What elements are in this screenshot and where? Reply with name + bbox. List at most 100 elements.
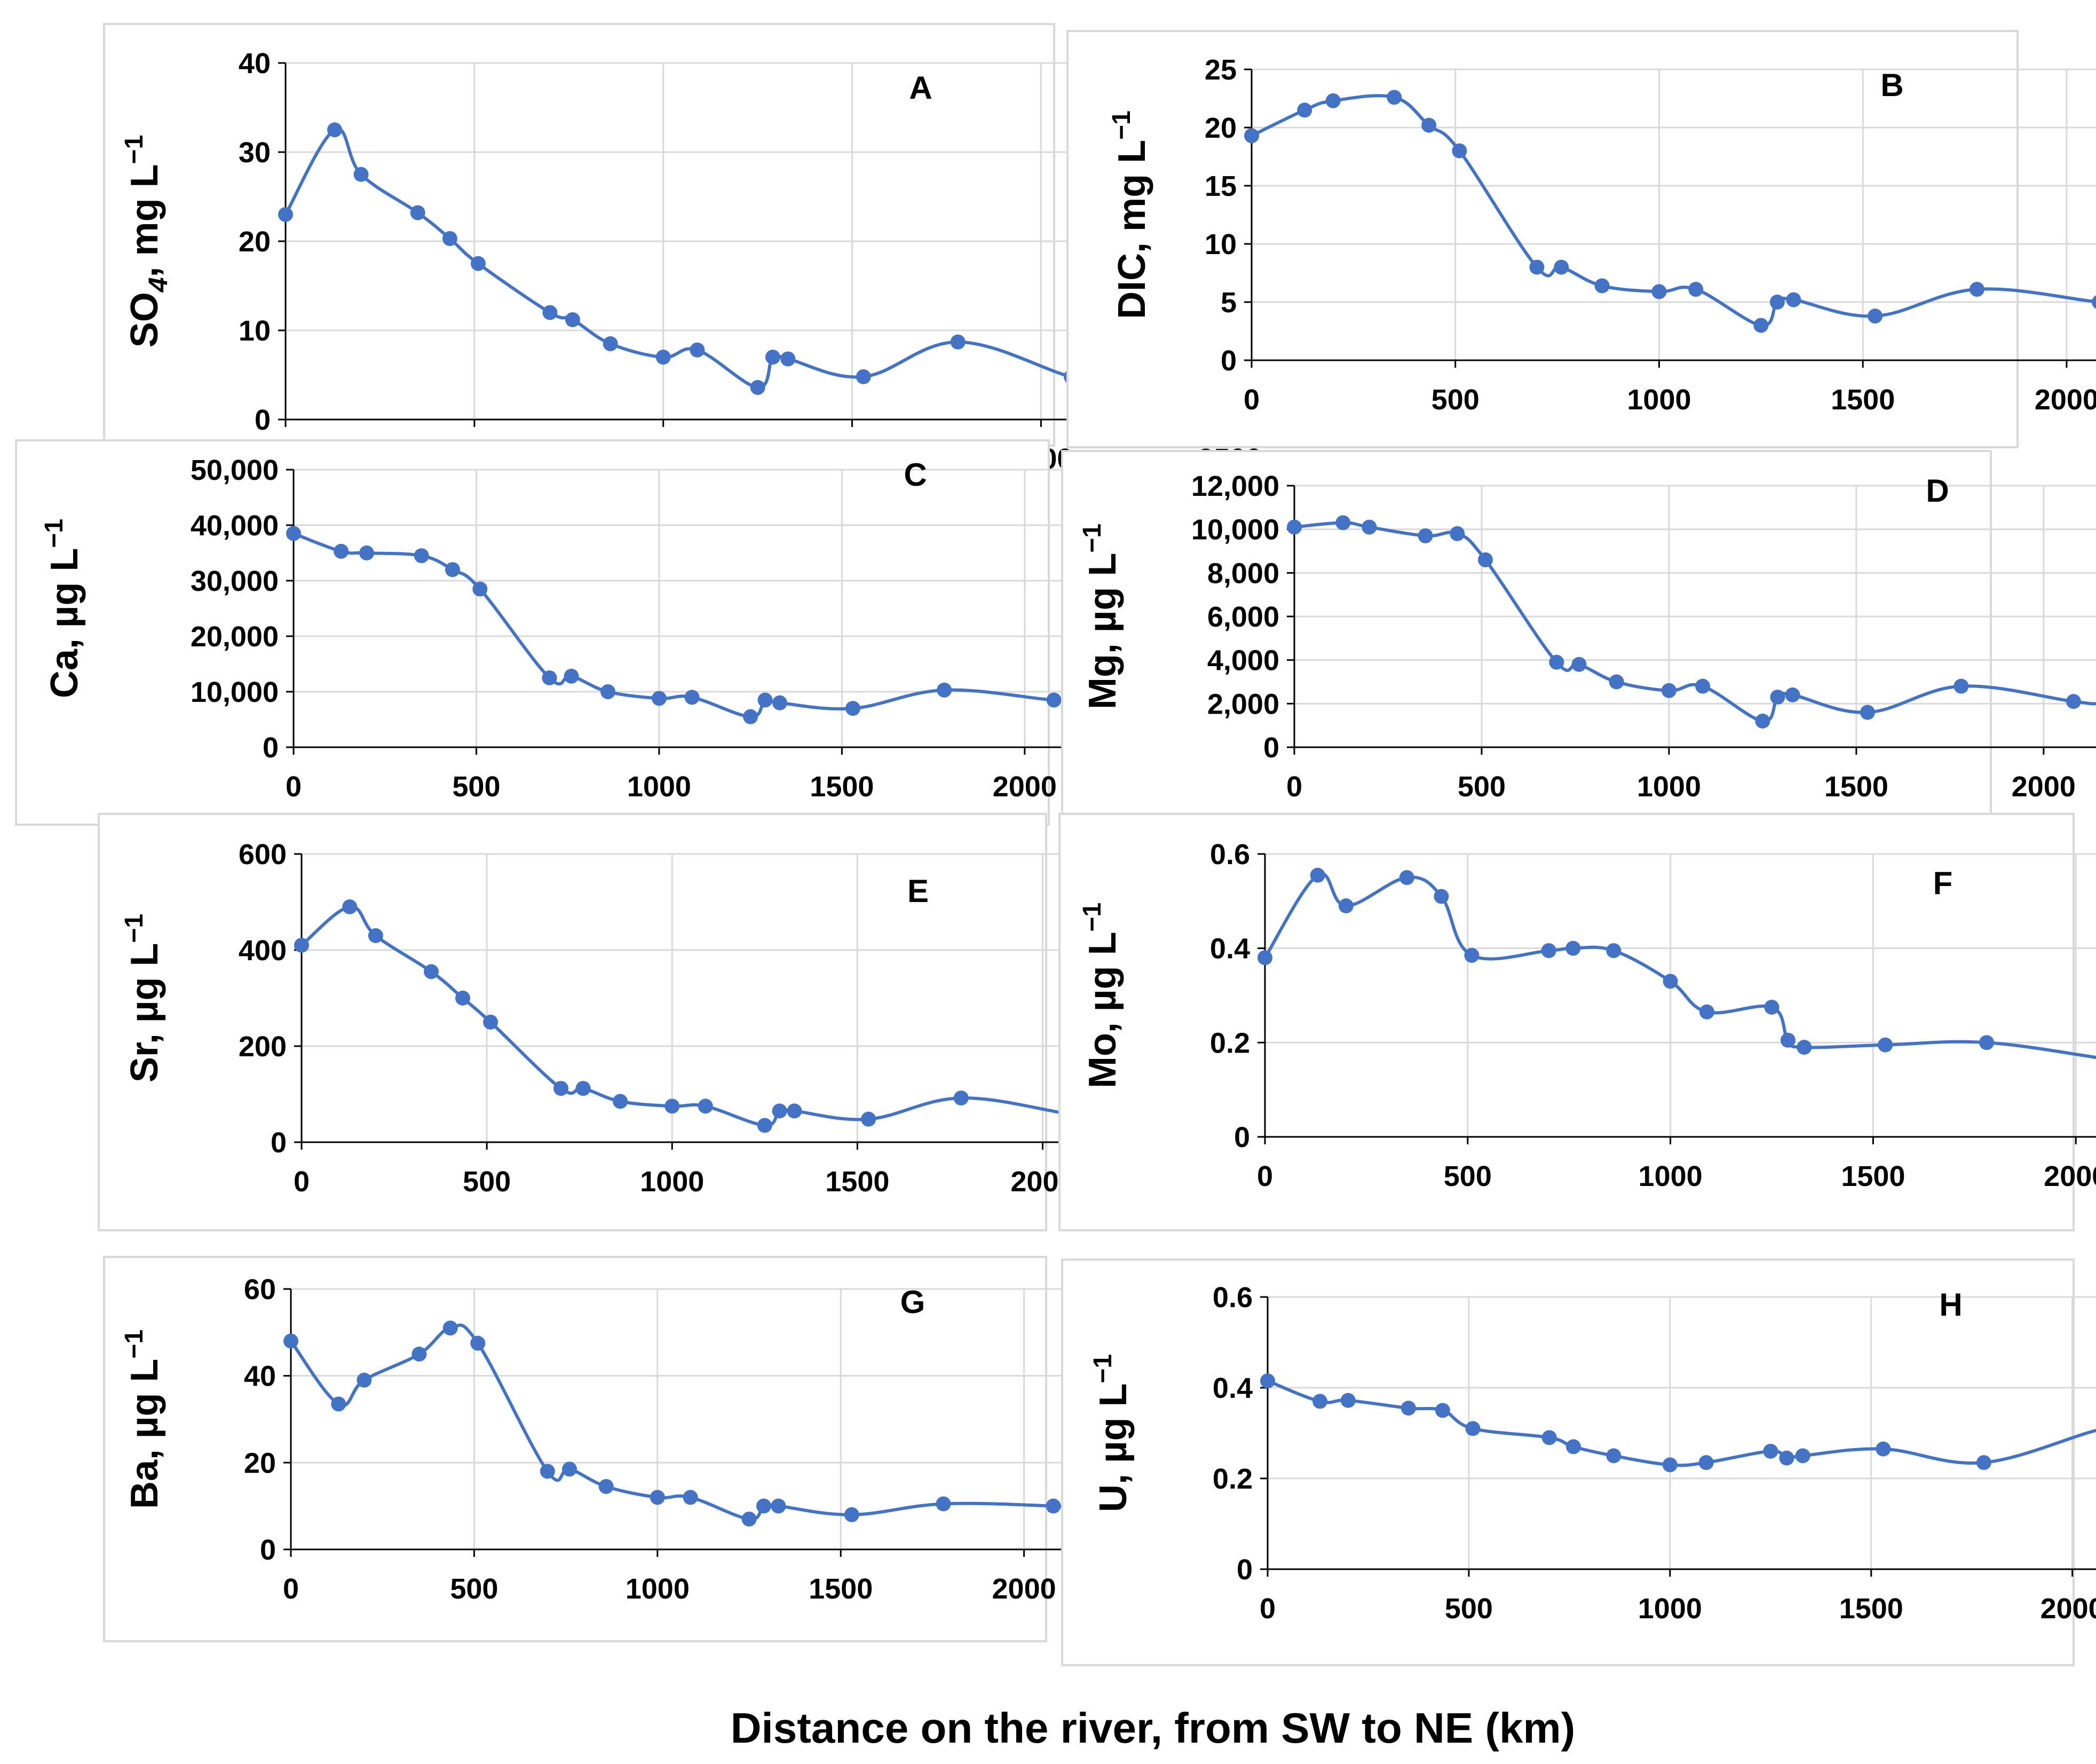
y-tick-label: 2,000 — [1207, 688, 1279, 720]
data-point — [455, 991, 470, 1006]
y-tick-label: 0.4 — [1210, 933, 1250, 965]
x-tick-label: 2000 — [2040, 1593, 2096, 1625]
y-axis-title-superscript: −1 — [1078, 524, 1106, 553]
panel-label-f: F — [1933, 865, 1953, 901]
data-point — [470, 256, 486, 271]
y-tick-label: 0 — [255, 404, 271, 436]
data-point — [1770, 690, 1785, 705]
data-point — [1541, 1430, 1557, 1445]
panel-frame — [103, 23, 1055, 447]
data-point — [771, 1498, 786, 1514]
y-tick-label: 10 — [1205, 228, 1237, 260]
x-tick-label: 500 — [1445, 1593, 1493, 1625]
data-point — [1260, 1373, 1275, 1389]
data-point — [1953, 678, 1969, 694]
chart-panel-d: 0 2,000 4,000 6,000 8,000 10,000 12,000 0 500 100… — [1061, 450, 2096, 818]
data-point — [283, 1333, 298, 1349]
y-axis-title-superscript: −1 — [40, 519, 68, 548]
x-tick-label: 0 — [286, 771, 302, 803]
data-point — [1541, 943, 1556, 959]
y-axis-title: SO4, mg L−1 — [120, 135, 173, 348]
data-point — [1450, 526, 1465, 541]
y-axis-title-superscript: −1 — [120, 914, 148, 943]
x-tick-label: 1000 — [627, 771, 691, 803]
y-axis-title-main: Mg, µg L — [1081, 553, 1124, 709]
chart-panels: 01020304005001000150020002500SO4, mg L−1… — [15, 23, 2096, 1666]
data-point — [483, 1015, 499, 1030]
data-point — [861, 1111, 876, 1127]
y-tick-label: 30 — [239, 137, 271, 169]
data-point — [1769, 295, 1785, 310]
y-tick-label: 10,000 — [191, 676, 279, 708]
y-axis-title-superscript: −1 — [120, 1330, 148, 1359]
data-point — [278, 207, 293, 222]
data-point — [1609, 674, 1624, 690]
panel-label-b: B — [1880, 67, 1903, 103]
x-tick-label: 1500 — [1824, 771, 1888, 803]
data-point — [1698, 1455, 1714, 1470]
x-tick-label: 2000 — [2012, 771, 2076, 803]
data-point — [2092, 295, 2096, 309]
y-axis-title-main: SO — [123, 292, 166, 347]
data-point — [286, 526, 301, 541]
data-point — [1786, 292, 1801, 307]
data-point — [561, 1461, 577, 1477]
y-axis-title: U, µg L−1 — [1089, 1354, 1135, 1512]
y-tick-label: 8,000 — [1207, 557, 1279, 589]
y-tick-label: 15 — [1205, 170, 1237, 202]
data-point — [1797, 1040, 1812, 1055]
data-point — [1362, 519, 1377, 535]
y-axis-title-superscript: −1 — [1089, 1354, 1117, 1383]
y-axis-title: Ca, µg L−1 — [40, 519, 86, 698]
panel-frame — [1058, 813, 2075, 1231]
data-point — [613, 1094, 628, 1109]
data-point — [1663, 974, 1678, 989]
data-point — [412, 1347, 427, 1362]
data-point — [1699, 1004, 1714, 1019]
panel-label-e: E — [907, 873, 929, 909]
data-point — [772, 1103, 787, 1119]
data-point — [1325, 93, 1341, 108]
data-point — [353, 167, 369, 182]
data-point — [1297, 102, 1312, 118]
x-tick-label: 1000 — [626, 1573, 690, 1605]
y-tick-label: 0.4 — [1213, 1372, 1253, 1404]
data-point — [743, 709, 758, 724]
chart-panel-a: 01020304005001000150020002500SO4, mg L−1… — [103, 23, 1279, 475]
x-tick-label: 1000 — [1639, 1160, 1703, 1192]
x-tick-label: 500 — [450, 1573, 498, 1605]
y-tick-label: 10,000 — [1191, 514, 1279, 546]
data-point — [410, 205, 425, 220]
data-point — [1785, 687, 1800, 702]
data-point — [1434, 889, 1449, 904]
x-tick-label: 0 — [1257, 1160, 1273, 1192]
data-point — [1477, 552, 1493, 567]
y-tick-label: 50,000 — [191, 454, 279, 486]
data-point — [368, 928, 383, 943]
data-point — [1287, 519, 1302, 535]
y-tick-label: 0.2 — [1210, 1027, 1250, 1059]
y-tick-label: 6,000 — [1207, 601, 1279, 633]
y-tick-label: 25 — [1205, 54, 1237, 86]
data-point — [1529, 259, 1545, 275]
y-tick-label: 4,000 — [1207, 645, 1279, 677]
data-point — [1571, 656, 1587, 672]
data-point — [1606, 943, 1622, 959]
data-point — [470, 1335, 486, 1351]
y-axis-title-main: U, µg L — [1092, 1383, 1135, 1512]
data-point — [780, 351, 796, 367]
y-axis-title-main: Mo, µg L — [1081, 932, 1124, 1088]
panel-label-g: G — [900, 1284, 926, 1320]
data-point — [1565, 940, 1581, 956]
panel-label-c: C — [904, 457, 927, 493]
data-point — [1779, 1450, 1794, 1466]
series-line — [1263, 872, 2096, 1059]
y-tick-label: 600 — [239, 839, 287, 871]
data-point — [564, 668, 579, 684]
panel-frame — [1061, 1259, 2075, 1666]
x-tick-label: 1000 — [1627, 384, 1691, 416]
data-point — [334, 543, 349, 559]
data-point — [1755, 714, 1770, 729]
data-point — [757, 692, 773, 708]
panel-frame — [1061, 450, 1992, 818]
